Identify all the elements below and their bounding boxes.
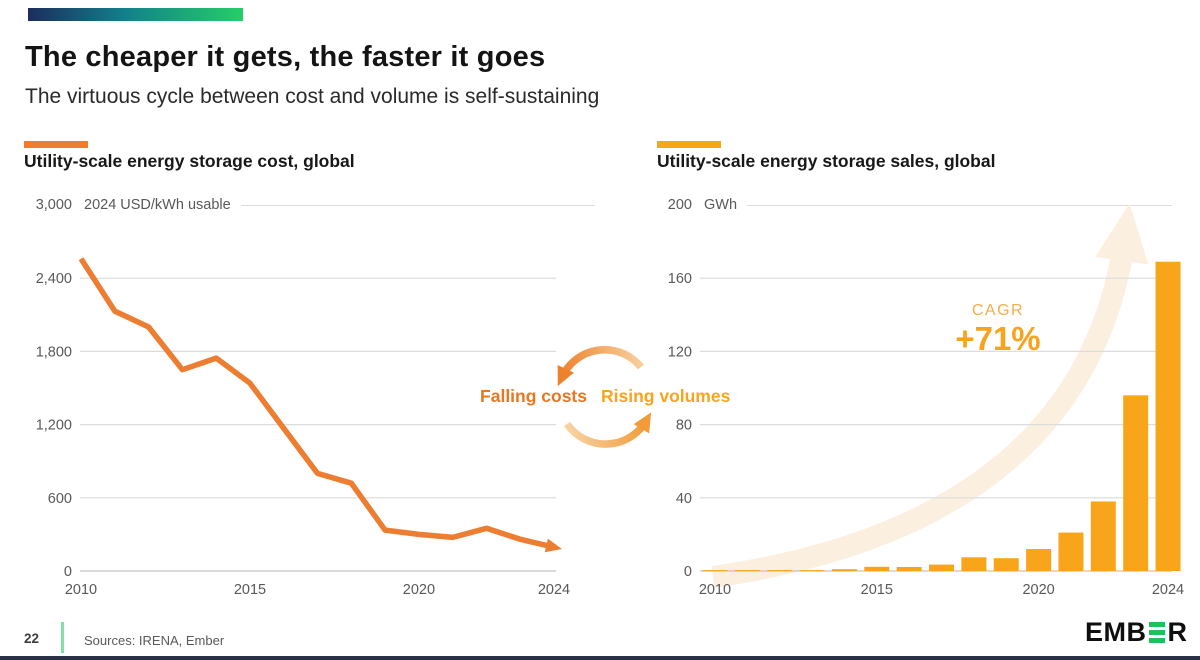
logo-green-e-icon: [1149, 622, 1165, 643]
svg-text:40: 40: [676, 491, 692, 507]
sales-chart-accent-bar: [657, 141, 721, 148]
cost-axis-top-gridline: [240, 204, 595, 206]
svg-text:2020: 2020: [403, 582, 435, 598]
svg-text:1,800: 1,800: [36, 344, 72, 360]
rising-volumes-label: Rising volumes: [601, 386, 731, 406]
svg-text:2024: 2024: [538, 582, 570, 598]
svg-text:160: 160: [668, 271, 692, 287]
cost-line-chart: 0 600 1,200 1,800 2,400 2010 2015 2020 2024: [36, 257, 570, 598]
svg-text:1,200: 1,200: [36, 418, 72, 434]
logo-text-r: R: [1167, 617, 1188, 647]
sales-chart-axis-header: 200 GWh: [655, 197, 1172, 213]
sales-axis-unit-label: GWh: [704, 197, 738, 213]
cagr-annotation: CAGR +71%: [928, 302, 1068, 358]
cost-chart-title: Utility-scale energy storage cost, globa…: [24, 151, 355, 171]
slide-title: The cheaper it gets, the faster it goes: [25, 41, 546, 73]
sales-axis-max-tick: 200: [667, 197, 692, 213]
logo-text-emb: EMB: [1085, 617, 1147, 647]
cost-chart-accent-bar: [24, 141, 88, 148]
svg-text:600: 600: [48, 491, 72, 507]
sales-axis-top-gridline: [747, 204, 1172, 206]
svg-text:80: 80: [676, 418, 692, 434]
page-number: 22: [24, 631, 40, 646]
cycle-arrows-graphic: [557, 346, 652, 448]
svg-text:0: 0: [64, 564, 72, 580]
sales-chart-title: Utility-scale energy storage sales, glob…: [657, 151, 996, 171]
footer-divider: [61, 622, 64, 653]
falling-costs-label: Falling costs: [480, 386, 587, 406]
cycle-arrow-top: [557, 346, 644, 387]
cagr-label: CAGR: [971, 302, 1025, 319]
slide-subtitle: The virtuous cycle between cost and volu…: [25, 85, 600, 108]
bottom-edge-bar: [0, 656, 1200, 660]
ember-logo: EMB R: [1085, 617, 1188, 648]
svg-text:2010: 2010: [699, 582, 731, 598]
svg-text:2015: 2015: [861, 582, 893, 598]
svg-text:2,400: 2,400: [36, 271, 72, 287]
cagr-value: +71%: [955, 320, 1041, 358]
header-gradient-accent-bar: [28, 8, 243, 21]
svg-text:0: 0: [684, 564, 692, 580]
svg-text:2015: 2015: [234, 582, 266, 598]
cost-axis-unit-label: 2024 USD/kWh usable: [84, 197, 231, 213]
svg-text:2010: 2010: [65, 582, 97, 598]
cost-chart-axis-header: 3,000 2024 USD/kWh usable: [18, 197, 595, 213]
sales-bar-chart: 0 40 80 120 160 2010 2015 2020 2024: [668, 205, 1184, 598]
cost-axis-max-tick: 3,000: [35, 197, 72, 213]
svg-text:2020: 2020: [1022, 582, 1054, 598]
svg-text:2024: 2024: [1152, 582, 1184, 598]
svg-text:120: 120: [668, 344, 692, 360]
cycle-arrow-bottom: [563, 412, 652, 448]
sources-text: Sources: IRENA, Ember: [84, 633, 225, 648]
